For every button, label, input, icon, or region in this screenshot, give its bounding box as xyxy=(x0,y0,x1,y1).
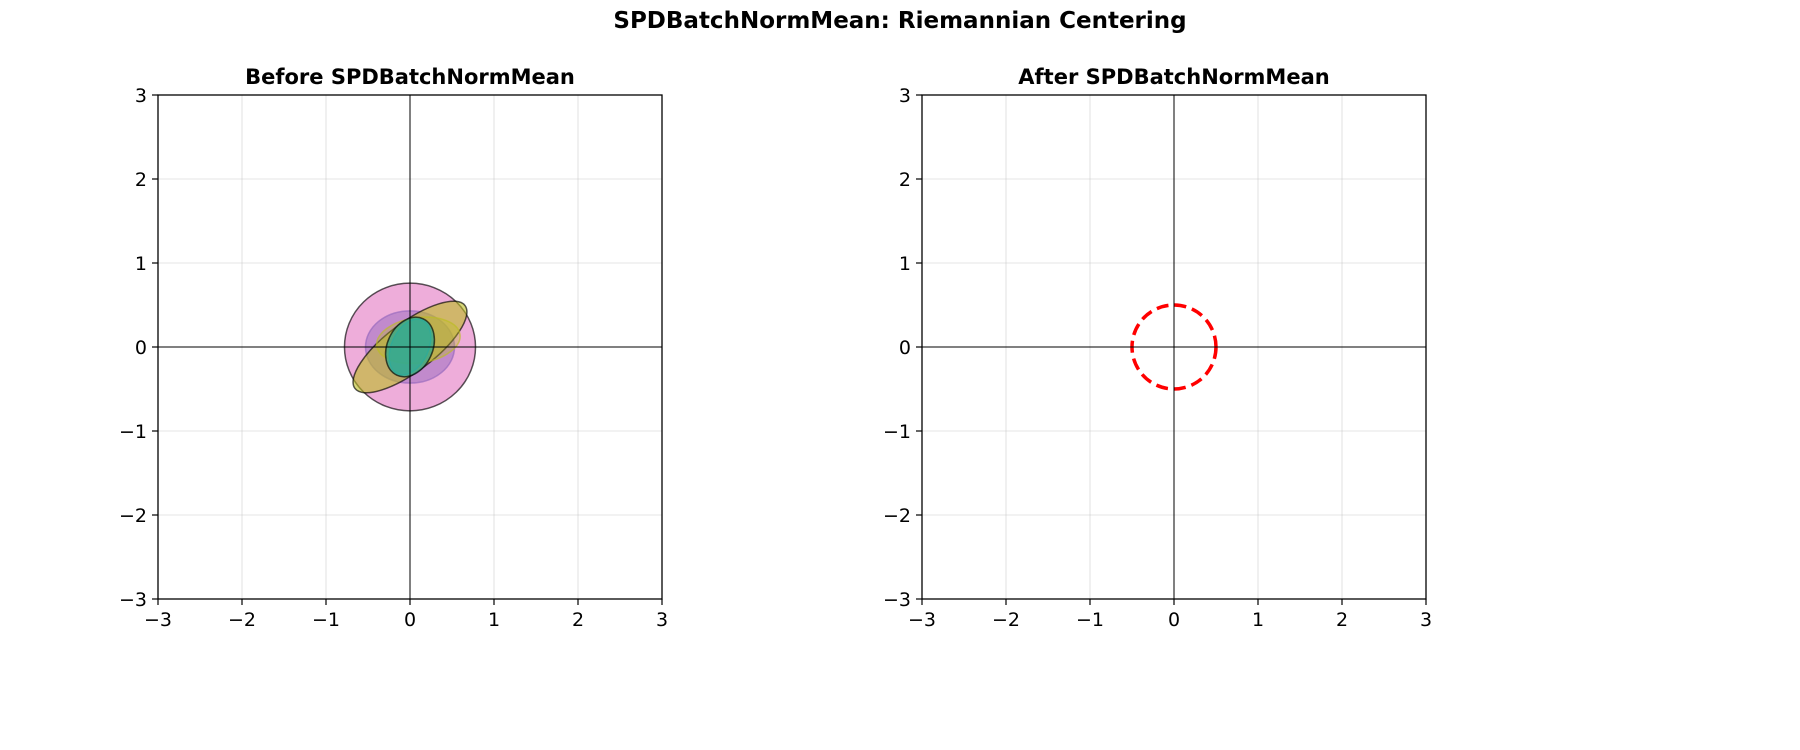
y-tick-label: 2 xyxy=(899,169,911,191)
y-tick-label: −1 xyxy=(883,421,911,443)
y-tick-label: 1 xyxy=(135,253,147,275)
figure-title: SPDBatchNormMean: Riemannian Centering xyxy=(613,8,1187,34)
y-tick-label: 3 xyxy=(135,85,147,107)
x-tick-label: −2 xyxy=(228,609,256,631)
y-tick-label: 3 xyxy=(899,85,911,107)
y-tick-label: 1 xyxy=(899,253,911,275)
y-tick-label: −1 xyxy=(119,421,147,443)
x-tick-label: 2 xyxy=(1336,609,1348,631)
panel-title: After SPDBatchNormMean xyxy=(1018,65,1329,89)
y-tick-label: 2 xyxy=(135,169,147,191)
x-tick-label: −1 xyxy=(1076,609,1104,631)
x-tick-label: 2 xyxy=(572,609,584,631)
x-tick-label: −3 xyxy=(908,609,936,631)
y-tick-label: −3 xyxy=(883,589,911,611)
x-tick-label: 0 xyxy=(1168,609,1180,631)
panel-1: −3−3 −2 −2 −1 −1 0 0 1 1 2 2 3 3 Before SPDBatchNormM… xyxy=(119,65,668,631)
y-tick-label: 0 xyxy=(135,337,147,359)
panel-title: Before SPDBatchNormMean xyxy=(245,65,575,89)
x-tick-label: 3 xyxy=(1420,609,1432,631)
panel-2: −3−3 −2 −2 −1 −1 0 0 1 1 2 2 3 3 After SPDBatchNormMe… xyxy=(883,65,1432,631)
x-tick-label: 0 xyxy=(404,609,416,631)
x-tick-label: 3 xyxy=(656,609,668,631)
y-tick-label: 0 xyxy=(899,337,911,359)
y-tick-label: −2 xyxy=(119,505,147,527)
x-tick-label: 1 xyxy=(488,609,500,631)
y-tick-label: −3 xyxy=(119,589,147,611)
y-tick-label: −2 xyxy=(883,505,911,527)
x-tick-label: −3 xyxy=(144,609,172,631)
x-tick-label: 1 xyxy=(1252,609,1264,631)
x-tick-label: −2 xyxy=(992,609,1020,631)
x-tick-label: −1 xyxy=(312,609,340,631)
